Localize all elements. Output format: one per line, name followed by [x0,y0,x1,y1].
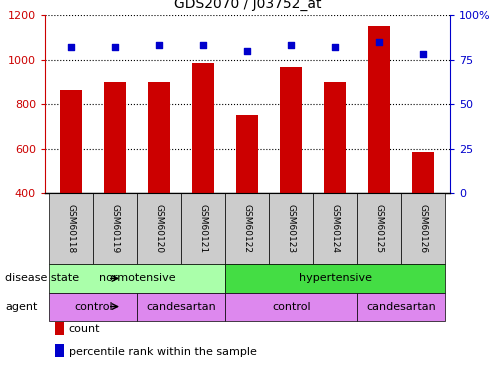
Text: GSM60124: GSM60124 [331,204,340,253]
Point [419,51,427,57]
Text: GSM60120: GSM60120 [155,204,164,254]
Bar [181,193,225,264]
Bar [401,193,445,264]
Title: GDS2070 / J03752_at: GDS2070 / J03752_at [173,0,321,11]
Text: GSM60122: GSM60122 [243,204,252,253]
Bar [138,292,225,321]
Bar [324,82,346,282]
Bar [49,264,225,292]
Bar [314,193,357,264]
Bar [357,193,401,264]
Point [244,48,251,54]
Point [375,39,383,45]
Bar [225,292,357,321]
Point [68,44,75,50]
Bar [148,82,171,282]
Bar [413,152,435,282]
Text: hypertensive: hypertensive [299,273,372,284]
Text: agent: agent [5,302,37,312]
Text: GSM60119: GSM60119 [111,204,120,254]
Bar [357,292,445,321]
Text: GSM60125: GSM60125 [375,204,384,254]
Text: candesartan: candesartan [367,302,436,312]
Bar [225,264,445,292]
Bar [104,82,126,282]
Text: GSM60118: GSM60118 [67,204,76,254]
Text: control: control [272,302,311,312]
Point [155,42,163,48]
Bar [368,26,391,282]
Bar [49,193,94,264]
Text: candesartan: candesartan [147,302,216,312]
Text: normotensive: normotensive [99,273,176,284]
Bar [138,193,181,264]
Point [332,44,340,50]
Bar [60,90,82,282]
Bar [237,115,258,282]
Text: GSM60123: GSM60123 [287,204,296,254]
Bar [225,193,270,264]
Point [199,42,207,48]
Bar [280,68,302,282]
Bar [94,193,138,264]
Text: GSM60126: GSM60126 [419,204,428,254]
Point [112,44,120,50]
Text: percentile rank within the sample: percentile rank within the sample [69,347,256,357]
Text: GSM60121: GSM60121 [199,204,208,254]
Bar [49,292,138,321]
Text: disease state: disease state [5,273,79,284]
Bar [270,193,314,264]
Text: control: control [74,302,113,312]
Text: count: count [69,324,100,334]
Bar [193,63,215,282]
Point [288,42,295,48]
